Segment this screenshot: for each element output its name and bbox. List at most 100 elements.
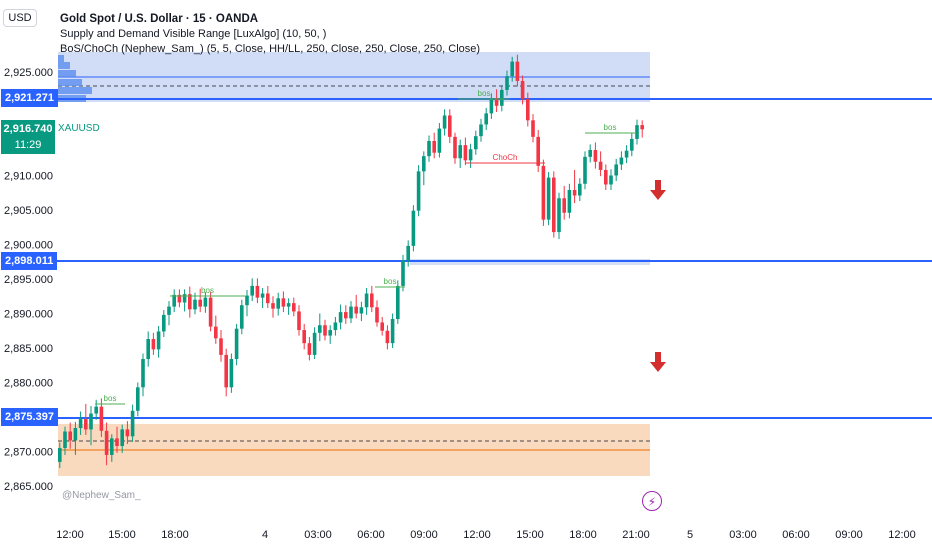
bos-label: bos	[478, 89, 491, 98]
candle-body	[432, 141, 436, 153]
candle-body	[151, 339, 156, 350]
candle-body	[552, 177, 556, 233]
candle-body	[162, 314, 166, 332]
candle-body	[73, 428, 78, 441]
candle-body	[318, 325, 322, 333]
candle-body	[63, 431, 67, 449]
candle-body	[640, 125, 644, 130]
indicator-supply-demand[interactable]: Supply and Demand Visible Range [LuxAlgo…	[60, 28, 327, 40]
volume-profile-bar	[58, 79, 82, 86]
candle-body	[110, 438, 114, 455]
lightning-icon[interactable]: ⚡	[642, 491, 662, 511]
time-axis-label: 18:00	[161, 529, 189, 541]
candle-body	[468, 149, 473, 161]
candle-body	[520, 80, 525, 99]
currency-label[interactable]: USD	[3, 9, 37, 27]
candle-body	[224, 354, 228, 388]
candle-body	[510, 61, 514, 77]
candle-body	[572, 189, 577, 196]
bos-label: bos	[104, 394, 117, 403]
symbol-tag: XAUUSD	[55, 121, 103, 137]
candle-body	[364, 293, 369, 308]
candle-body	[526, 98, 530, 121]
time-axis-label: 12:00	[463, 529, 491, 541]
candle-body	[120, 429, 124, 446]
candle-body	[266, 293, 270, 304]
candle-body	[229, 359, 234, 388]
time-axis-label: 09:00	[410, 529, 438, 541]
price-axis-label: 2,885.000	[4, 343, 53, 355]
candle-body	[89, 413, 93, 430]
bos-label: bos	[604, 123, 617, 132]
candle-body	[448, 115, 452, 137]
candle-body	[567, 189, 572, 213]
chart-legend: Gold Spot / U.S. Dollar · 15 · OANDA Sup…	[60, 12, 480, 57]
time-axis-label: 15:00	[108, 529, 136, 541]
down-arrow-icon	[650, 352, 666, 372]
candle-body	[125, 429, 130, 437]
candle-body	[292, 303, 296, 312]
candle-body	[401, 260, 405, 286]
candle-body	[422, 156, 426, 172]
candle-body	[604, 169, 608, 185]
indicator-bos-choch[interactable]: BoS/ChoCh (Nephew_Sam_) (5, 5, Close, HH…	[60, 43, 481, 55]
candle-body	[385, 330, 390, 344]
symbol-title[interactable]: Gold Spot / U.S. Dollar · 15 · OANDA	[60, 13, 259, 25]
candle-body	[177, 294, 182, 303]
candle-body	[557, 198, 561, 233]
candle-body	[172, 294, 176, 307]
choch-label: ChoCh	[493, 153, 518, 162]
candle-body	[136, 387, 140, 411]
candle-body	[302, 330, 306, 344]
price-axis-label: 2,895.000	[4, 274, 53, 286]
down-arrow-icon	[650, 180, 666, 200]
candle-body	[338, 312, 343, 323]
candle-body	[474, 136, 478, 150]
candle-body	[214, 326, 218, 339]
candle-body	[463, 145, 468, 161]
candle-body	[484, 113, 488, 125]
candle-body	[588, 149, 592, 157]
candle-body	[104, 430, 109, 455]
candle-body	[536, 136, 540, 166]
time-axis-label: 09:00	[835, 529, 863, 541]
candle-body	[541, 165, 546, 220]
price-tag-upper: 2,921.271	[1, 89, 58, 107]
price-axis-label: 2,910.000	[4, 171, 53, 183]
candle-body	[271, 303, 275, 309]
time-axis-label: 4	[262, 529, 268, 541]
bar-countdown: 11:29	[14, 139, 42, 151]
candle-body	[583, 156, 587, 184]
candle-body	[562, 198, 566, 213]
candle-body	[593, 149, 598, 162]
candle-body	[68, 431, 72, 441]
candle-body	[234, 328, 239, 360]
candle-body	[260, 293, 265, 298]
candle-body	[489, 98, 494, 114]
candle-body	[58, 448, 62, 462]
candle-body	[307, 343, 312, 355]
time-axis-label: 12:00	[888, 529, 916, 541]
time-axis-label: 5	[687, 529, 693, 541]
price-axis-label: 2,890.000	[4, 309, 53, 321]
time-axis-label: 06:00	[782, 529, 810, 541]
candle-body	[546, 177, 551, 220]
volume-profile-bar	[58, 70, 76, 77]
candle-body	[167, 306, 171, 315]
candle-body	[312, 332, 317, 355]
candle-body	[146, 339, 150, 360]
price-tag-lower: 2,875.397	[1, 408, 58, 426]
author-watermark: @Nephew_Sam_	[62, 490, 141, 501]
currency-button[interactable]: USD	[0, 0, 40, 36]
time-axis-label: 12:00	[56, 529, 84, 541]
candle-body	[344, 312, 348, 319]
time-axis-label: 21:00	[622, 529, 650, 541]
candle-body	[375, 307, 379, 323]
time-axis-label: 03:00	[304, 529, 332, 541]
candle-body	[370, 293, 374, 308]
volume-profile-bar	[58, 55, 64, 62]
candle-body	[619, 157, 624, 165]
candle-body	[156, 331, 161, 350]
candle-body	[630, 138, 634, 151]
